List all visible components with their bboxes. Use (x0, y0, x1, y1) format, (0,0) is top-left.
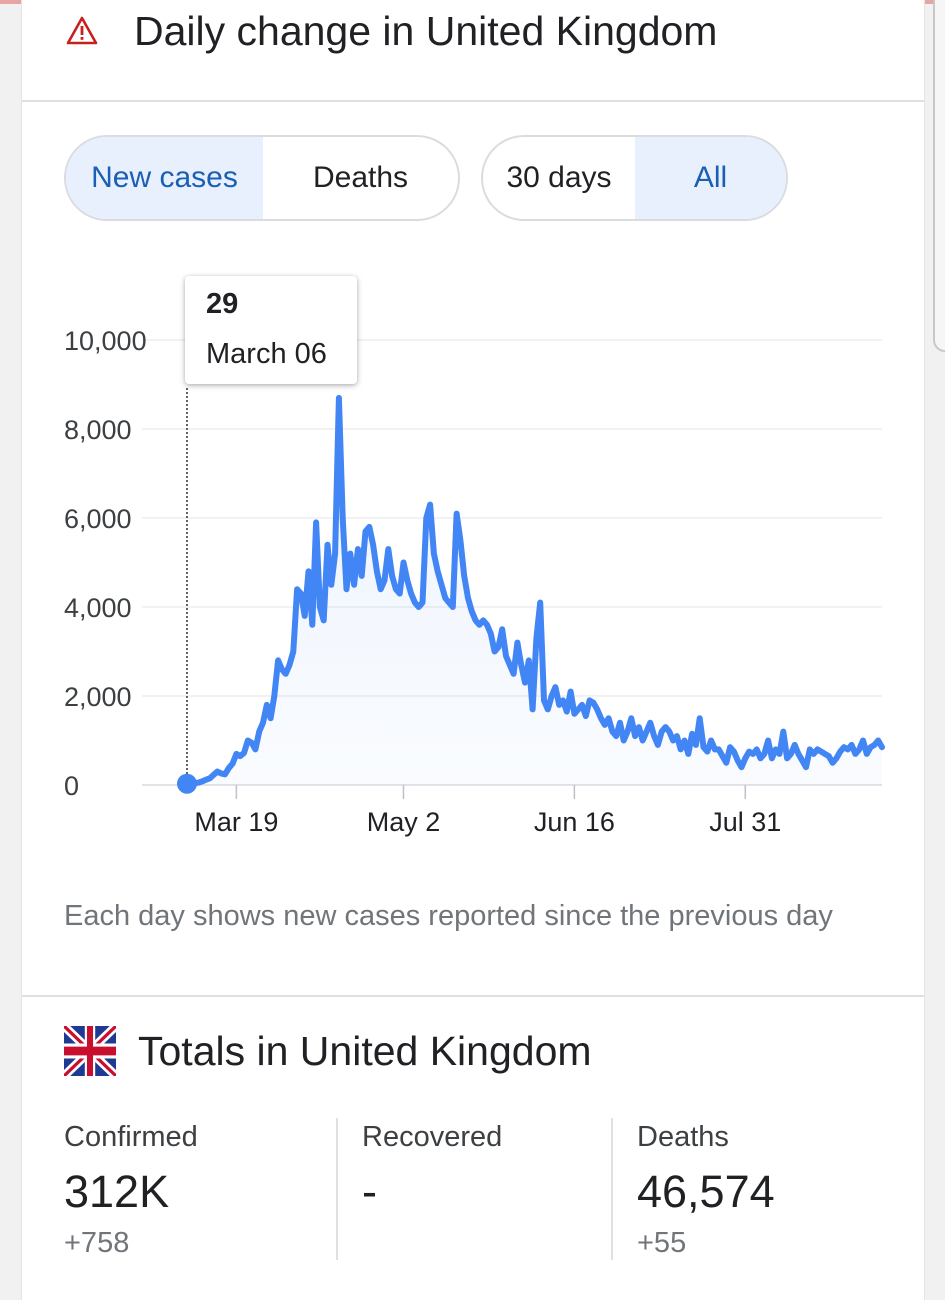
stat-delta: +55 (637, 1227, 687, 1259)
chart-tooltip: 29 March 06 (185, 276, 357, 384)
new-cases-tab[interactable]: New cases (66, 137, 263, 219)
x-tick-label: Jul 31 (709, 807, 781, 837)
daily-cases-chart[interactable]: 10,000 8,000 6,000 4,000 2,000 0 Mar 19 May 2 Ju… (22, 260, 924, 880)
series-area (187, 397, 882, 785)
series-line (184, 394, 885, 787)
section-divider (22, 995, 924, 997)
chart-footnote: Each day shows new cases reported since … (64, 900, 833, 932)
card-header: Daily change in United Kingdom (22, 0, 924, 102)
stat-delta: +758 (64, 1227, 130, 1259)
warning-triangle-icon (66, 16, 98, 45)
x-tick-label: Jun 16 (534, 807, 615, 837)
stat-label: Recovered (362, 1121, 503, 1153)
uk-flag-icon (64, 1026, 116, 1076)
scroll-edge (933, 0, 945, 352)
y-tick-label: 8,000 (64, 415, 132, 445)
stat-value: 312K (64, 1166, 170, 1217)
all-tab[interactable]: All (635, 137, 786, 219)
y-tick-label: 6,000 (64, 504, 132, 534)
metric-toggle: New cases Deaths (64, 135, 460, 221)
covid-card: Daily change in United Kingdom New cases… (21, 0, 925, 1300)
page-title: Daily change in United Kingdom (134, 8, 718, 54)
x-tick-label: Mar 19 (194, 807, 278, 837)
hover-point (177, 773, 197, 794)
stat-recovered: Recovered - (362, 1118, 502, 1224)
tooltip-value: 29 (206, 288, 239, 320)
stat-confirmed: Confirmed 312K +758 (64, 1118, 198, 1262)
tooltip-date: March 06 (206, 338, 327, 370)
stat-value: 46,574 (637, 1166, 775, 1217)
stat-separator (336, 1118, 338, 1260)
stat-separator (611, 1118, 613, 1260)
y-tick-label: 10,000 (64, 326, 147, 356)
y-tick-label: 4,000 (64, 593, 132, 623)
x-tick-label: May 2 (367, 807, 441, 837)
stat-value: - (362, 1166, 377, 1217)
y-tick-label: 0 (64, 771, 79, 801)
stat-label: Deaths (637, 1121, 729, 1153)
y-tick-label: 2,000 (64, 682, 132, 712)
range-toggle: 30 days All (481, 135, 788, 221)
stat-label: Confirmed (64, 1121, 198, 1153)
totals-title: Totals in United Kingdom (138, 1028, 592, 1074)
deaths-tab[interactable]: Deaths (312, 161, 409, 194)
stat-deaths: Deaths 46,574 +55 (637, 1118, 775, 1262)
30-days-tab[interactable]: 30 days (506, 161, 612, 194)
